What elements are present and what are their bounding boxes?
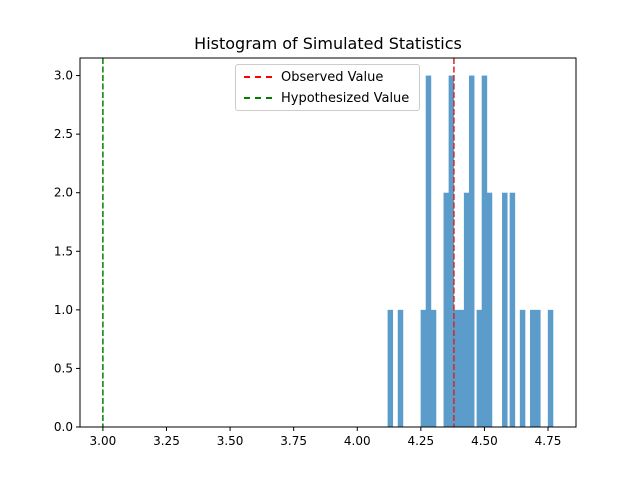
histogram-bar-3: [425, 75, 432, 428]
legend-item-hypothesized: Hypothesized Value: [244, 89, 409, 107]
x-tick-label-7: 4.75: [535, 434, 562, 448]
legend: Observed Value Hypothesized Value: [235, 64, 420, 111]
histogram-bar-10: [468, 75, 475, 428]
histogram-bar-9: [463, 192, 470, 427]
histogram-bar-0: [387, 309, 394, 427]
histogram-bar-19: [547, 309, 554, 427]
bars-layer: [387, 75, 554, 428]
reference-lines-layer: [102, 58, 455, 427]
y-tick-label-2: 1.0: [54, 303, 73, 317]
chart-title: Histogram of Simulated Statistics: [194, 34, 462, 53]
legend-swatch-observed: [244, 76, 272, 78]
histogram-bar-12: [481, 75, 488, 428]
histogram-bar-6: [448, 75, 455, 428]
y-tick-label-6: 3.0: [54, 69, 73, 83]
y-tick-label-4: 2.0: [54, 186, 73, 200]
legend-label-observed: Observed Value: [281, 69, 384, 85]
histogram-bar-11: [476, 309, 483, 427]
histogram-bar-18: [535, 309, 541, 427]
histogram-bar-13: [486, 192, 493, 427]
y-tick-label-0: 0.0: [54, 420, 73, 434]
x-tick-label-0: 3.00: [90, 434, 117, 448]
y-tick-label-1: 0.5: [54, 361, 73, 375]
histogram-bar-4: [430, 309, 437, 427]
histogram-bar-15: [509, 192, 516, 427]
histogram-bar-17: [530, 309, 536, 427]
histogram-bar-8: [458, 309, 465, 427]
x-tick-label-3: 3.75: [280, 434, 307, 448]
x-axis-ticks: 3.00 3.25 3.50 3.75 4.00 4.25 4.50 4.75: [90, 427, 562, 448]
plot-frame: [79, 57, 577, 428]
x-tick-label-6: 4.50: [471, 434, 498, 448]
histogram-bar-5: [443, 192, 450, 427]
histogram-bar-7: [453, 309, 460, 427]
histogram-bar-1: [397, 309, 404, 427]
x-tick-label-1: 3.25: [153, 434, 180, 448]
x-tick-label-2: 3.50: [217, 434, 244, 448]
y-tick-label-3: 1.5: [54, 244, 73, 258]
y-axis-ticks: 0.0 0.5 1.0 1.5 2.0 2.5 3.0: [54, 69, 80, 434]
x-tick-label-4: 4.00: [344, 434, 371, 448]
legend-item-observed: Observed Value: [244, 68, 383, 86]
legend-swatch-hypothesized: [244, 97, 272, 99]
histogram-bar-2: [420, 309, 427, 427]
x-tick-label-5: 4.25: [407, 434, 434, 448]
histogram-bar-16: [519, 309, 526, 427]
y-tick-label-5: 2.5: [54, 127, 73, 141]
legend-label-hypothesized: Hypothesized Value: [281, 90, 410, 106]
histogram-bar-14: [502, 192, 508, 427]
